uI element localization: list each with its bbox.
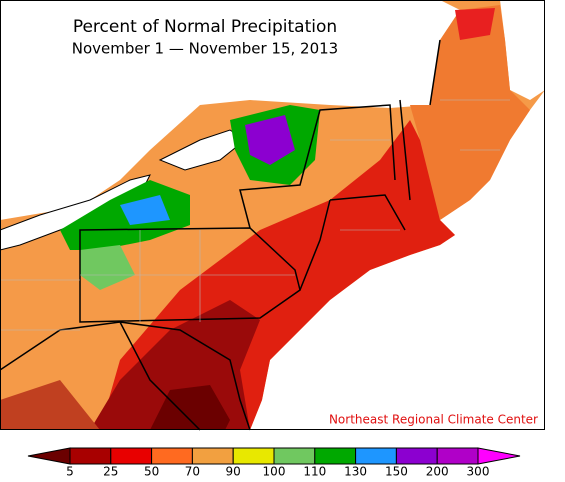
subtitle: November 1 — November 15, 2013: [72, 40, 338, 58]
legend-swatch: [69, 447, 112, 465]
legend-tick-label: 200: [426, 465, 449, 479]
credit: Northeast Regional Climate Center: [329, 413, 538, 427]
map: [0, 0, 545, 431]
sw-zone: [0, 380, 100, 430]
wet-wny-core: [120, 195, 170, 225]
legend-swatch: [314, 447, 357, 465]
legend-tick-label: 25: [103, 465, 118, 479]
legend-arrow: [27, 447, 71, 465]
maroon-zone: [90, 300, 260, 430]
legend-swatch: [151, 447, 193, 465]
canada: [0, 0, 460, 220]
legend-tick-label: 70: [185, 465, 200, 479]
legend-swatch: [191, 447, 234, 465]
legend-tick-label: 150: [385, 465, 408, 479]
legend-swatch: [273, 447, 316, 465]
wet-ny-core: [245, 115, 295, 165]
map-frame: [0, 0, 545, 430]
legend-swatch: [436, 447, 479, 465]
maine-north: [455, 8, 495, 40]
legend: 5 25 50 70 90 100 110 130 150 200 300: [27, 447, 521, 479]
canada-east: [500, 0, 545, 100]
legend-tick-label: 100: [263, 465, 286, 479]
wet-pa: [80, 245, 135, 290]
legend-tick-label: 5: [66, 465, 74, 479]
maine: [410, 5, 530, 220]
county-lines: [0, 99, 510, 331]
legend-tick-label: 300: [467, 465, 490, 479]
title: Percent of Normal Precipitation: [73, 17, 337, 37]
state-borders: [239, 104, 406, 291]
dark-zone: [150, 385, 230, 430]
legend-tick-label: 50: [144, 465, 159, 479]
legend-tick-label: 110: [303, 465, 326, 479]
state-borders-south: [0, 39, 441, 431]
legend-arrow: [477, 447, 521, 465]
legend-swatch: [110, 447, 153, 465]
ocean: [250, 90, 545, 430]
legend-tick-label: 130: [344, 465, 367, 479]
legend-swatch: [355, 447, 397, 465]
legend-tick-label: 90: [226, 465, 241, 479]
legend-swatch: [232, 447, 275, 465]
legend-swatch: [395, 447, 438, 465]
